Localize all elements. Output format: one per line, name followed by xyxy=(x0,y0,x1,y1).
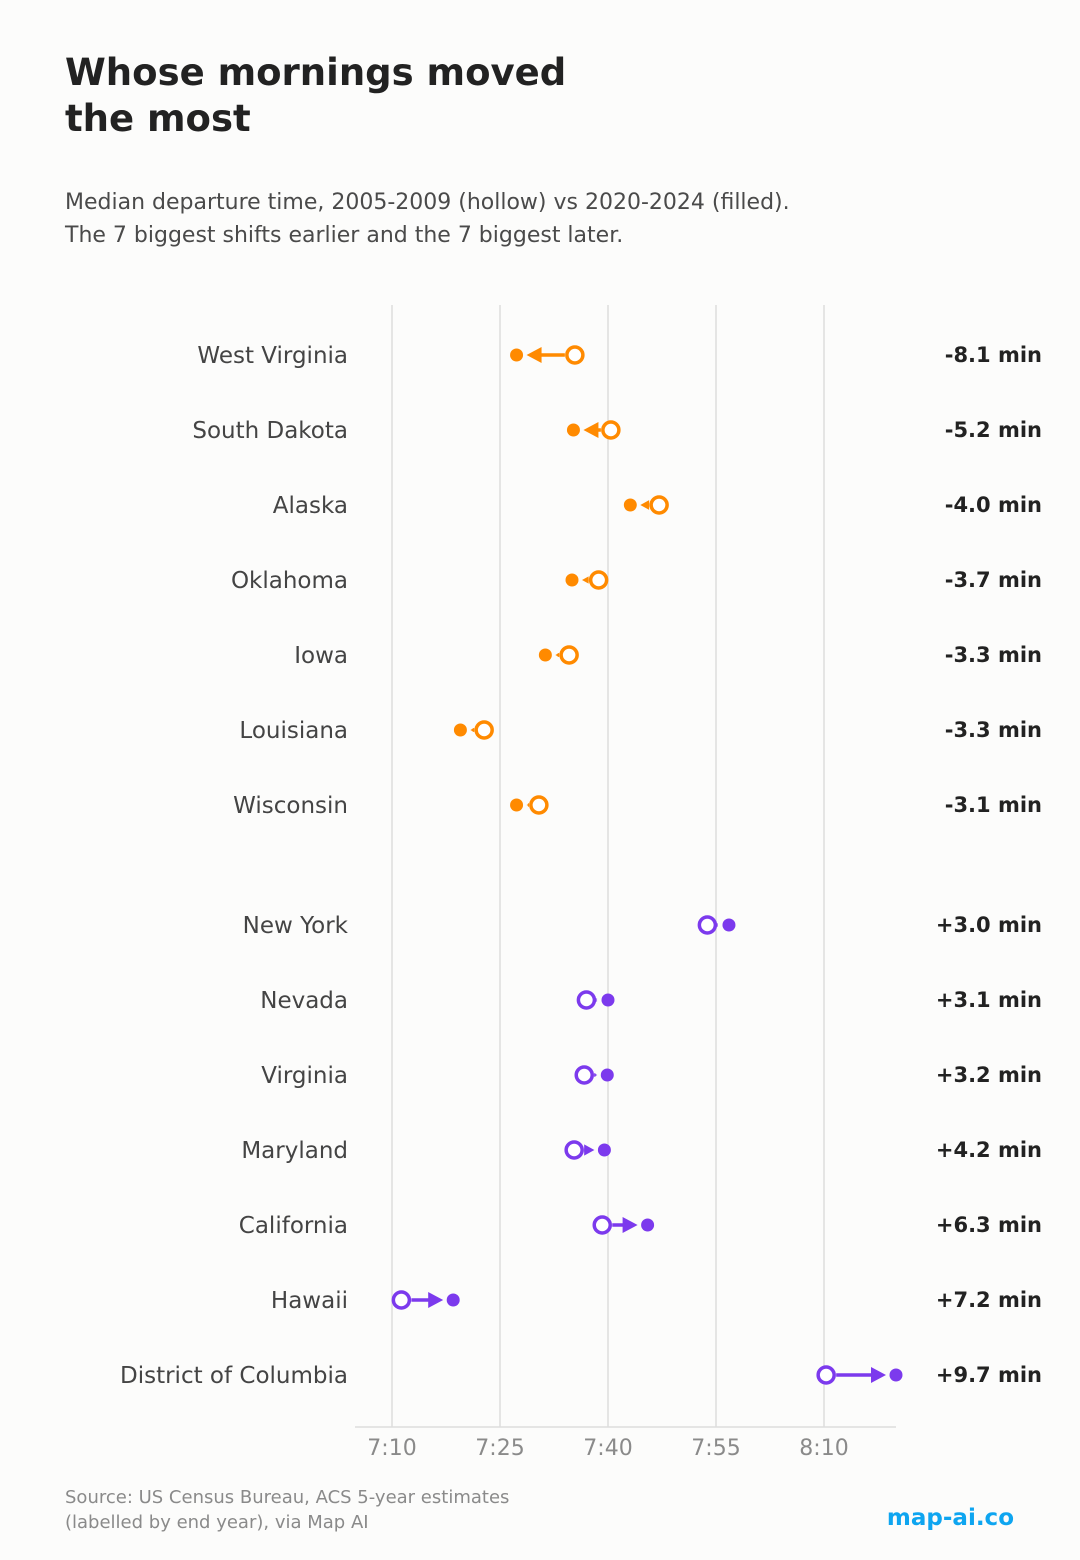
after-point xyxy=(453,723,467,737)
change-arrowhead xyxy=(583,422,599,438)
row-label: Louisiana xyxy=(239,718,348,744)
change-arrowhead xyxy=(584,1144,595,1156)
after-point xyxy=(538,648,552,662)
after-point xyxy=(566,423,580,437)
change-value: +6.3 min xyxy=(936,1213,1042,1237)
before-point xyxy=(601,420,621,440)
change-arrowhead xyxy=(622,1217,638,1233)
change-value: +9.7 min xyxy=(936,1363,1042,1387)
before-point xyxy=(574,1065,594,1085)
row-label: South Dakota xyxy=(192,418,348,444)
after-point xyxy=(597,1143,611,1157)
chart-title: Whose mornings moved the most xyxy=(65,50,765,142)
title-line-1: Whose mornings moved xyxy=(65,51,567,94)
after-point xyxy=(600,1068,614,1082)
before-point xyxy=(588,570,609,590)
chart-subtitle: Median departure time, 2005-2009 (hollow… xyxy=(65,186,1015,252)
change-value: -3.7 min xyxy=(945,568,1042,592)
after-point xyxy=(623,498,637,512)
after-point xyxy=(641,1218,655,1232)
row-label: Alaska xyxy=(273,493,348,519)
before-point xyxy=(564,1140,584,1160)
change-arrowhead xyxy=(428,1292,444,1308)
before-point xyxy=(474,720,494,740)
x-tick-label: 7:40 xyxy=(583,1436,632,1461)
after-point xyxy=(722,918,736,932)
before-point xyxy=(559,645,579,665)
change-value: -3.3 min xyxy=(945,643,1042,667)
after-point xyxy=(565,573,579,587)
row-label: New York xyxy=(243,913,349,939)
change-arrowhead xyxy=(470,727,475,733)
change-arrowhead xyxy=(526,803,529,807)
change-arrowhead xyxy=(555,652,560,658)
x-tick-label: 8:10 xyxy=(799,1436,848,1461)
change-arrowhead xyxy=(640,500,650,510)
change-value: -3.1 min xyxy=(945,793,1042,817)
row-label: Oklahoma xyxy=(231,568,348,594)
row-label: District of Columbia xyxy=(120,1363,348,1389)
before-point xyxy=(816,1365,836,1385)
after-point xyxy=(601,993,615,1007)
before-point xyxy=(576,990,597,1010)
change-arrowhead xyxy=(871,1367,886,1383)
source-line-2: (labelled by end year), via Map AI xyxy=(65,1512,369,1533)
after-point xyxy=(889,1368,903,1382)
subtitle-line-2: The 7 biggest shifts earlier and the 7 b… xyxy=(65,223,624,248)
subtitle-line-1: Median departure time, 2005-2009 (hollow… xyxy=(65,190,790,215)
source-note: Source: US Census Bureau, ACS 5-year est… xyxy=(65,1485,665,1535)
change-arrowhead xyxy=(526,347,542,363)
change-value: -3.3 min xyxy=(945,718,1042,742)
row-label: Wisconsin xyxy=(233,793,348,819)
change-value: +3.0 min xyxy=(936,913,1042,937)
brand-link[interactable]: map-ai.co xyxy=(886,1505,1014,1531)
before-point xyxy=(529,795,549,815)
x-tick-label: 7:10 xyxy=(367,1436,416,1461)
row-label: West Virginia xyxy=(197,343,348,369)
before-point xyxy=(649,495,669,515)
row-label: Hawaii xyxy=(271,1288,348,1314)
before-point xyxy=(697,915,718,935)
row-label: Nevada xyxy=(260,988,348,1014)
row-label: Maryland xyxy=(241,1138,348,1164)
after-point xyxy=(510,798,524,812)
change-value: -8.1 min xyxy=(945,343,1042,367)
row-label: Virginia xyxy=(261,1063,348,1089)
change-value: +3.2 min xyxy=(936,1063,1042,1087)
before-point xyxy=(391,1290,412,1310)
change-value: +3.1 min xyxy=(936,988,1042,1012)
change-arrowhead xyxy=(594,1073,598,1077)
after-point xyxy=(446,1293,460,1307)
before-point xyxy=(565,345,585,365)
change-value: +4.2 min xyxy=(936,1138,1042,1162)
change-arrowhead xyxy=(582,576,589,584)
row-label: California xyxy=(239,1213,348,1239)
change-value: -5.2 min xyxy=(945,418,1042,442)
title-line-2: the most xyxy=(65,97,251,140)
row-label: Iowa xyxy=(294,643,348,669)
after-point xyxy=(510,348,524,362)
before-point xyxy=(592,1215,612,1235)
dumbbell-chart: 7:10 7:25 7:40 7:55 8:10 West Virginia -8.1 mi… xyxy=(120,305,1042,1461)
source-line-1: Source: US Census Bureau, ACS 5-year est… xyxy=(65,1487,510,1508)
change-value: +7.2 min xyxy=(936,1288,1042,1312)
x-tick-label: 7:55 xyxy=(691,1436,740,1461)
change-value: -4.0 min xyxy=(945,493,1042,517)
x-tick-label: 7:25 xyxy=(475,1436,524,1461)
